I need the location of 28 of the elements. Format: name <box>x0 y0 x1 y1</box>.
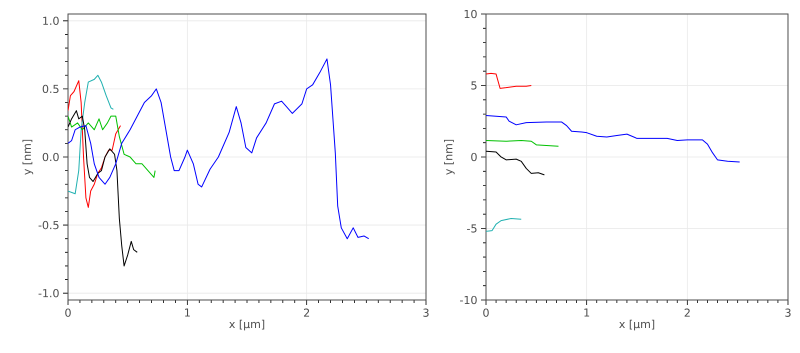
line-series <box>68 110 138 266</box>
y-tick-label: 0.5 <box>42 84 59 94</box>
y-tick-label: -1.0 <box>38 289 59 298</box>
line-series <box>486 72 532 89</box>
x-tick-label: 0 <box>483 308 489 317</box>
y-tick-label: 5 <box>471 81 477 90</box>
line-series <box>68 74 114 194</box>
y-tick-label: 0 <box>471 152 477 162</box>
x-tick-label: 2 <box>304 308 310 317</box>
y-tick-label: -0.5 <box>38 220 59 230</box>
y-axis-title: y [nm] <box>22 140 34 175</box>
x-tick-label: 1 <box>185 308 190 317</box>
y-tick-label: 0.0 <box>42 152 59 162</box>
x-tick-label: 3 <box>423 308 429 317</box>
x-tick-label: 2 <box>684 308 690 317</box>
line-series <box>486 218 522 232</box>
line-series <box>68 58 370 240</box>
y-tick-label: -10 <box>460 296 477 304</box>
y-tick-label: 10 <box>464 10 477 18</box>
x-axis-title: x [µm] <box>619 320 654 330</box>
y-axis-title: y [nm] <box>444 140 455 175</box>
line-series <box>486 150 545 176</box>
y-tick-label: -5 <box>467 224 477 233</box>
x-tick-label: 1 <box>584 308 590 317</box>
y-tick-label: 1.0 <box>43 16 59 25</box>
x-axis-title: x [µm] <box>229 320 264 330</box>
x-tick-label: 0 <box>65 308 71 317</box>
x-tick-label: 3 <box>785 308 791 317</box>
